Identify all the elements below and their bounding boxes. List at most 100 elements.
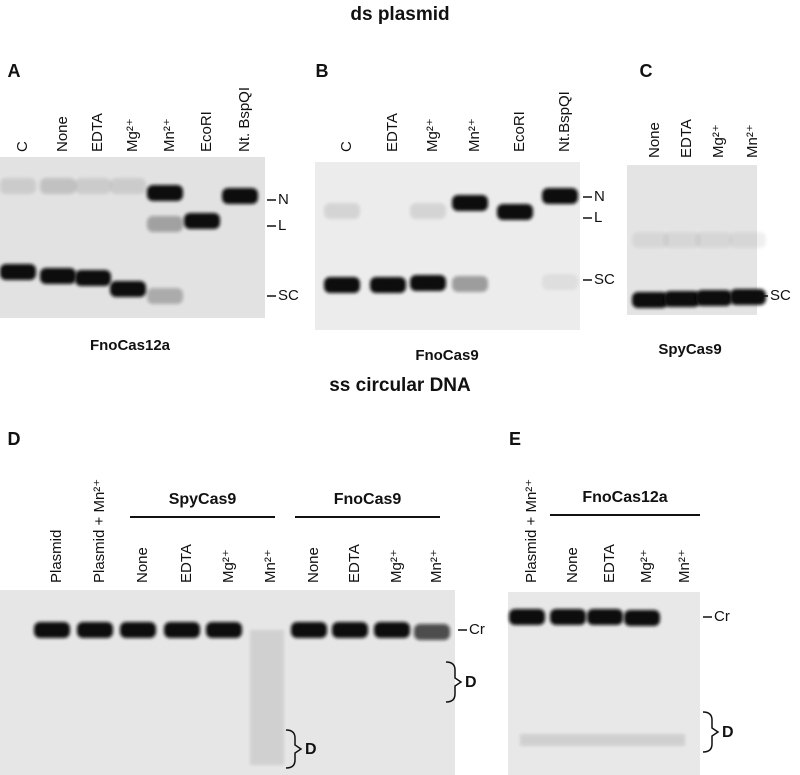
- marker-brace: [285, 729, 303, 769]
- gel-band: [147, 185, 183, 201]
- lane-label: Nt.BspQI: [556, 91, 573, 152]
- gel-band: [730, 289, 766, 305]
- gel-band: [509, 609, 545, 625]
- gel-band: [120, 622, 156, 638]
- gel-band: [410, 203, 446, 219]
- gel-band: [410, 275, 446, 291]
- gel-band: [452, 276, 488, 292]
- gel-band: [664, 232, 700, 248]
- gel-band: [40, 178, 76, 194]
- gel-band: [696, 232, 732, 248]
- gel-band: [730, 232, 766, 248]
- gel-band: [664, 291, 700, 307]
- lane-label: Mg²⁺: [424, 118, 441, 152]
- gel-band: [324, 277, 360, 293]
- gel-band: [77, 622, 113, 638]
- marker-label: D: [465, 674, 477, 691]
- marker-label: Cr: [469, 621, 485, 638]
- lane-label: EcoRI: [198, 111, 215, 152]
- group-label: SpyCas9: [169, 491, 237, 508]
- lane-label: Plasmid + Mn²⁺: [523, 479, 540, 583]
- panel-label: D: [8, 429, 21, 449]
- lane-label: Mn²⁺: [262, 549, 279, 583]
- gel-band: [184, 213, 220, 229]
- gel-smear: [520, 734, 685, 746]
- marker-label: D: [305, 741, 317, 758]
- gel-band: [34, 622, 70, 638]
- panel-label: B: [316, 61, 329, 81]
- gel-band: [414, 624, 450, 640]
- lane-label: EDTA: [89, 113, 106, 152]
- gel-band: [374, 622, 410, 638]
- marker-label: L: [278, 217, 286, 234]
- section-title: ss circular DNA: [329, 375, 471, 396]
- gel-band: [550, 609, 586, 625]
- lane-label: EDTA: [678, 119, 695, 158]
- gel-band: [632, 292, 668, 308]
- lane-label: Nt. BspQI: [236, 87, 253, 152]
- gel-band: [624, 610, 660, 626]
- gel-band: [222, 188, 258, 204]
- lane-label: C: [14, 141, 31, 152]
- lane-label: Mg²⁺: [638, 549, 655, 583]
- panel-label: C: [640, 61, 653, 81]
- gel-band: [164, 622, 200, 638]
- gel-band: [370, 277, 406, 293]
- section-title: ds plasmid: [350, 4, 449, 25]
- marker-label: SC: [278, 287, 299, 304]
- lane-label: Mn²⁺: [466, 118, 483, 152]
- panel-label: E: [509, 429, 521, 449]
- marker-label: N: [278, 191, 289, 208]
- gel: [315, 162, 580, 330]
- gel-band: [587, 609, 623, 625]
- lane-label: None: [134, 547, 151, 583]
- lane-label: Mn²⁺: [161, 118, 178, 152]
- lane-label: EDTA: [178, 544, 195, 583]
- lane-label: Plasmid + Mn²⁺: [91, 479, 108, 583]
- gel-band: [291, 622, 327, 638]
- gel-band: [696, 290, 732, 306]
- gel-band: [147, 288, 183, 304]
- gel-band: [452, 195, 488, 211]
- panel-label: A: [8, 61, 21, 81]
- marker-label: SC: [770, 287, 791, 304]
- panel-caption: FnoCas9: [415, 347, 478, 364]
- lane-label: None: [564, 547, 581, 583]
- gel-band: [110, 178, 146, 194]
- lane-label: Mg²⁺: [220, 549, 237, 583]
- lane-label: Mg²⁺: [124, 118, 141, 152]
- marker-label: Cr: [714, 608, 730, 625]
- gel-band: [542, 274, 578, 290]
- marker-brace: [702, 711, 720, 753]
- marker-label: N: [594, 188, 605, 205]
- lane-label: Mg²⁺: [388, 549, 405, 583]
- gel-band: [75, 178, 111, 194]
- lane-label: Mn²⁺: [676, 549, 693, 583]
- lane-label: Mn²⁺: [428, 549, 445, 583]
- lane-label: Plasmid: [48, 530, 65, 583]
- panel-caption: FnoCas12a: [90, 337, 171, 354]
- lane-label: None: [54, 116, 71, 152]
- gel-band: [40, 268, 76, 284]
- gel-band: [147, 216, 183, 232]
- gel-band: [497, 204, 533, 220]
- lane-label: None: [305, 547, 322, 583]
- gel: [0, 590, 455, 775]
- marker-label: SC: [594, 271, 615, 288]
- gel-band: [0, 264, 36, 280]
- lane-label: Mn²⁺: [744, 124, 761, 158]
- gel-smear: [250, 630, 284, 765]
- gel-band: [75, 270, 111, 286]
- group-label: FnoCas9: [334, 491, 402, 508]
- marker-label: D: [722, 724, 734, 741]
- lane-label: EDTA: [601, 544, 618, 583]
- gel-band: [110, 281, 146, 297]
- lane-label: EcoRI: [511, 111, 528, 152]
- lane-label: C: [338, 141, 355, 152]
- gel-band: [632, 232, 668, 248]
- gel-band: [332, 622, 368, 638]
- gel-band: [0, 178, 36, 194]
- lane-label: EDTA: [346, 544, 363, 583]
